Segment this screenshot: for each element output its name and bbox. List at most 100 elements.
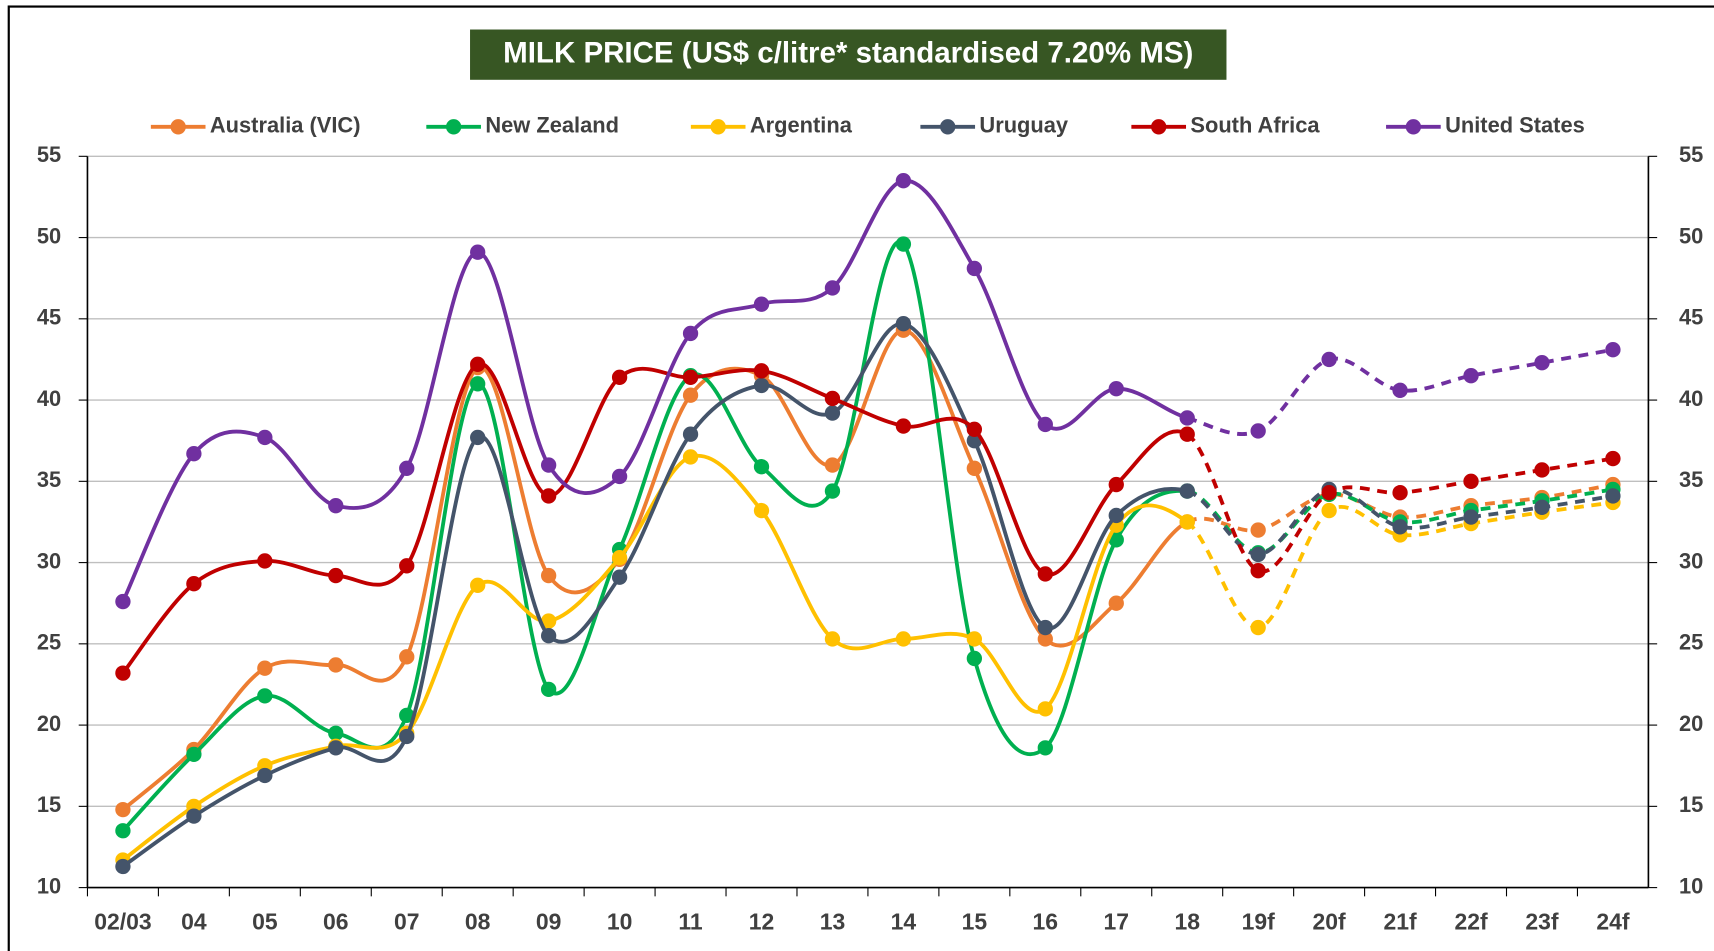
y2-tick-label: 10 xyxy=(1679,873,1703,898)
data-point xyxy=(257,660,273,676)
data-point xyxy=(328,725,344,741)
series-line xyxy=(121,453,1189,862)
legend-swatch xyxy=(1151,119,1167,135)
data-point xyxy=(753,459,770,475)
data-point xyxy=(682,369,699,385)
data-point xyxy=(1037,740,1053,756)
y2-tick-label: 15 xyxy=(1679,792,1703,817)
data-point xyxy=(115,665,131,681)
data-point xyxy=(1108,381,1124,397)
x-tick-label: 09 xyxy=(536,909,562,935)
data-point xyxy=(1463,368,1479,384)
data-point xyxy=(540,628,557,644)
x-tick-label: 15 xyxy=(962,909,988,935)
y-tick-label: 30 xyxy=(37,548,61,573)
data-point xyxy=(1250,423,1266,439)
data-point xyxy=(895,418,912,434)
data-point xyxy=(895,631,912,647)
legend-label: South Africa xyxy=(1190,113,1320,138)
data-point xyxy=(257,767,273,784)
y2-tick-label: 50 xyxy=(1679,223,1703,248)
data-point xyxy=(682,325,699,342)
x-tick-label: 02/03 xyxy=(94,909,151,935)
x-tick-label: 16 xyxy=(1033,909,1059,935)
data-point xyxy=(1037,566,1053,582)
x-tick-label: 06 xyxy=(323,909,349,935)
legend-label: Uruguay xyxy=(979,113,1069,138)
y-tick-label: 45 xyxy=(37,305,61,330)
data-point xyxy=(257,553,273,569)
data-point xyxy=(1179,514,1195,530)
data-point xyxy=(895,236,912,252)
x-tick-label: 10 xyxy=(607,909,633,935)
data-point xyxy=(1605,450,1621,467)
data-point xyxy=(1037,631,1053,647)
y-tick-label: 20 xyxy=(37,711,61,736)
data-point xyxy=(1250,546,1266,563)
legend-swatch xyxy=(940,119,956,135)
data-point xyxy=(328,498,344,514)
data-point xyxy=(257,429,273,446)
data-point xyxy=(186,576,202,592)
data-point xyxy=(115,801,131,818)
data-point xyxy=(824,280,841,296)
data-point xyxy=(186,746,202,762)
x-tick-label: 14 xyxy=(891,909,917,935)
data-point xyxy=(1392,382,1408,398)
data-point xyxy=(470,429,486,446)
forecast-line xyxy=(1185,500,1614,630)
data-point xyxy=(682,449,699,465)
data-point xyxy=(1179,410,1195,426)
data-point xyxy=(540,567,557,584)
data-point xyxy=(328,567,344,584)
data-point xyxy=(1179,426,1195,442)
data-point xyxy=(540,457,557,473)
legend-label: Argentina xyxy=(750,113,853,138)
y2-tick-label: 20 xyxy=(1679,711,1703,736)
y-tick-label: 40 xyxy=(37,386,61,411)
data-point xyxy=(1534,499,1550,515)
data-point xyxy=(1463,473,1479,489)
data-point xyxy=(470,376,486,392)
data-point xyxy=(1037,416,1053,433)
legend-swatch xyxy=(445,119,462,135)
chart-title: MILK PRICE (US$ c/litre* standardised 7.… xyxy=(503,36,1193,69)
series-line xyxy=(121,328,1189,812)
data-point xyxy=(753,502,770,519)
y-tick-label: 55 xyxy=(37,142,61,167)
x-tick-label: 13 xyxy=(820,909,846,935)
data-point xyxy=(540,488,557,504)
data-point xyxy=(470,356,486,372)
data-point xyxy=(1463,509,1479,525)
y2-tick-label: 40 xyxy=(1679,386,1703,411)
data-point xyxy=(611,369,628,385)
data-point xyxy=(824,631,841,647)
data-point xyxy=(824,457,841,473)
data-point xyxy=(115,823,131,839)
x-tick-label: 04 xyxy=(181,909,207,935)
series-line xyxy=(121,178,1188,603)
data-point xyxy=(824,405,841,421)
data-point xyxy=(1392,519,1408,535)
data-point xyxy=(470,577,486,593)
data-point xyxy=(824,390,841,407)
x-tick-label: 21f xyxy=(1383,909,1417,935)
data-point xyxy=(753,296,770,312)
data-point xyxy=(824,483,841,499)
data-point xyxy=(1392,485,1408,501)
legend-swatch xyxy=(170,119,186,135)
data-point xyxy=(328,740,344,756)
legend-label: New Zealand xyxy=(485,113,619,138)
y2-tick-label: 35 xyxy=(1679,467,1703,492)
y2-tick-label: 25 xyxy=(1679,630,1703,655)
data-point xyxy=(115,593,131,610)
x-tick-label: 08 xyxy=(465,909,491,935)
x-tick-label: 22f xyxy=(1454,909,1488,935)
x-tick-label: 18 xyxy=(1174,909,1200,935)
data-point xyxy=(966,650,983,667)
data-point xyxy=(1179,483,1195,499)
data-point xyxy=(1250,522,1266,538)
data-point xyxy=(1108,532,1124,548)
